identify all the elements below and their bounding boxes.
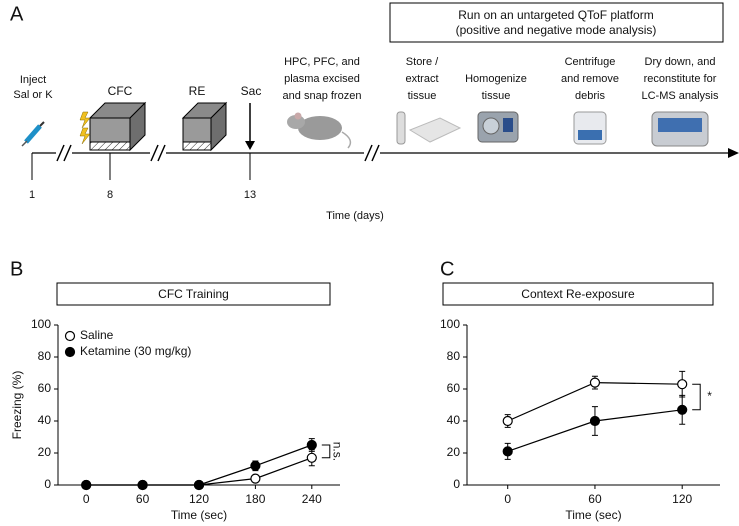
box-text: Run on an untargeted QToF platform (458, 8, 653, 22)
legend-label: Ketamine (30 mg/kg) (80, 344, 191, 358)
title-box (56, 282, 331, 306)
centrifuge-icon (573, 111, 607, 145)
timeline-tick-label: 13 (244, 189, 256, 201)
significance-label: * (707, 389, 712, 403)
step-text: debris (575, 90, 605, 102)
data-point (250, 460, 261, 471)
axis-breaks (56, 144, 380, 162)
step-text: Dry down, and (645, 56, 716, 68)
series-line (86, 444, 313, 486)
step-text: LC-MS analysis (641, 90, 719, 102)
step-text: Homogenize (465, 73, 527, 85)
significance-bracket (692, 383, 701, 411)
data-point (589, 377, 601, 388)
y-tick-label: 0 (453, 477, 460, 491)
data-point (502, 415, 513, 427)
panel-label: A (10, 3, 24, 25)
x-tick-label: 60 (136, 492, 150, 506)
y-tick-label: 40 (447, 413, 461, 427)
step-text: extract (405, 73, 438, 85)
y-tick-label: 60 (447, 381, 461, 395)
data-point (306, 452, 317, 463)
step-text: and remove (561, 73, 619, 85)
x-tick-label: 0 (83, 492, 90, 506)
step-text: plasma excised (284, 73, 360, 85)
timeline-tick-label: 1 (29, 189, 35, 201)
x-tick-label: 120 (189, 492, 209, 506)
x-axis-label: Time (sec) (565, 508, 621, 522)
chart-title: CFC Training (158, 287, 229, 301)
y-tick-label: 80 (447, 349, 461, 363)
y-tick-label: 0 (44, 477, 51, 491)
data-point (193, 479, 205, 491)
lcms-icon (651, 111, 709, 147)
syringe-icon (21, 121, 45, 147)
step-text: reconstitute for (644, 73, 717, 85)
title-box (442, 282, 714, 306)
y-tick-label: 60 (38, 381, 52, 395)
data-point (137, 479, 148, 491)
x-tick-label: 60 (588, 492, 602, 506)
legend-marker (64, 330, 76, 342)
step-text: Store / (406, 56, 439, 68)
timeline-axis-label: Time (days) (326, 210, 384, 222)
y-tick-label: 80 (38, 349, 52, 363)
data-point (502, 446, 513, 457)
x-tick-label: 0 (504, 492, 511, 506)
y-tick-label: 20 (38, 445, 52, 459)
data-point (589, 415, 601, 427)
chart-title: Context Re-exposure (521, 287, 635, 301)
step-text: CFC (108, 84, 133, 98)
cfc-cube (79, 101, 147, 152)
data-point (306, 439, 317, 451)
y-tick-label: 100 (440, 317, 460, 331)
sac-arrowhead (245, 141, 255, 150)
re-cube (181, 101, 228, 152)
homogenizer-icon (477, 111, 519, 143)
step-text: Sal or K (13, 89, 53, 101)
legend-label: Saline (80, 328, 114, 342)
x-tick-label: 240 (302, 492, 322, 506)
step-text: Inject (20, 74, 46, 86)
data-point (677, 404, 688, 415)
x-tick-label: 180 (245, 492, 265, 506)
significance-bracket (321, 444, 331, 459)
step-text: tissue (482, 90, 511, 102)
mouse-icon (287, 112, 352, 149)
step-text: and snap frozen (283, 90, 362, 102)
data-point (250, 473, 261, 484)
step-text: tissue (408, 90, 437, 102)
x-axis-label: Time (sec) (171, 508, 227, 522)
platform-box (389, 2, 724, 43)
y-tick-label: 20 (447, 445, 461, 459)
step-text: RE (189, 84, 206, 98)
significance-label: n.s. (331, 442, 345, 461)
y-tick-label: 40 (38, 413, 52, 427)
box-text: (positive and negative mode analysis) (456, 23, 657, 37)
step-text: HPC, PFC, and (284, 56, 360, 68)
step-text: Centrifuge (565, 56, 616, 68)
y-axis-label: Freezing (%) (10, 371, 24, 440)
panel-label: C (440, 258, 454, 280)
legend-marker (64, 346, 76, 358)
timeline-arrowhead (728, 148, 739, 158)
x-tick-label: 120 (672, 492, 692, 506)
panel-label: B (10, 258, 23, 280)
data-point (81, 479, 92, 491)
y-tick-label: 100 (31, 317, 51, 331)
step-text: Sac (241, 84, 262, 98)
timeline-tick-label: 8 (107, 189, 113, 201)
tube-rack-icon (396, 111, 462, 145)
data-point (677, 379, 688, 390)
